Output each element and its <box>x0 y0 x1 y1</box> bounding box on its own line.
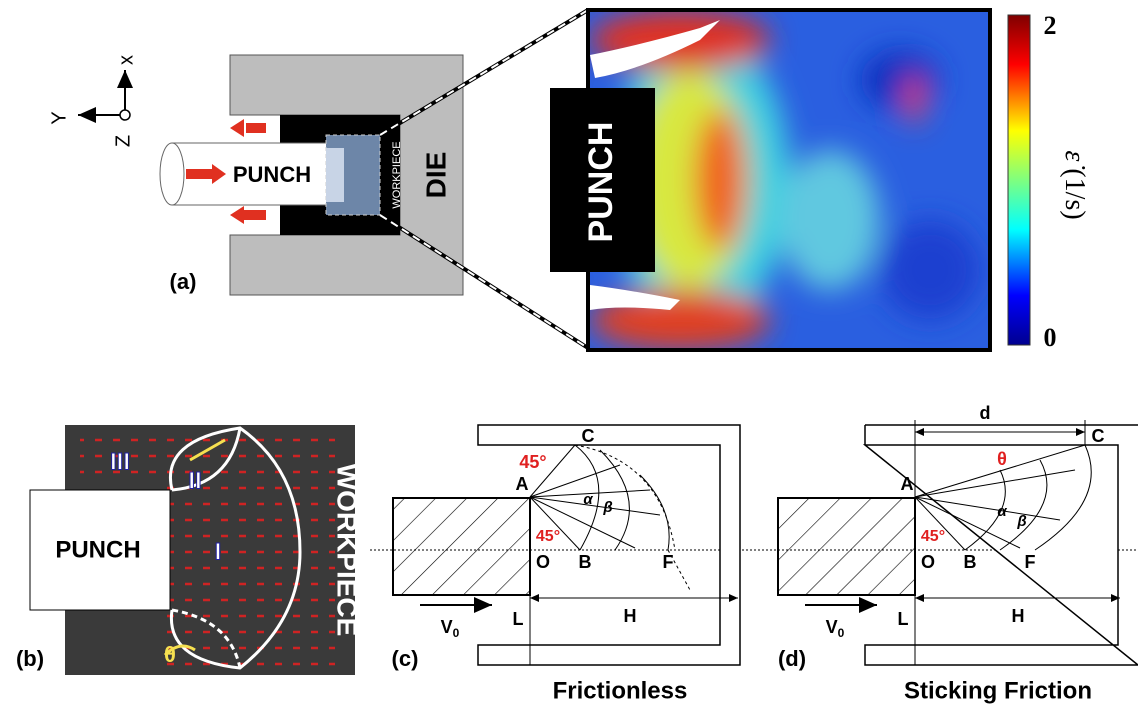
point-label: C <box>582 426 595 446</box>
punch-end <box>160 143 184 205</box>
panel-a: PUNCH WORKPIECE DIE (a) x Y Z <box>48 10 588 348</box>
velocity-label: V0 <box>826 617 845 640</box>
colorbar <box>1008 15 1030 345</box>
point-label: L <box>513 609 524 629</box>
point-label: O <box>536 552 550 572</box>
colorbar-min: 0 <box>1044 323 1057 352</box>
length-label: H <box>1012 606 1025 626</box>
angle-label: θ <box>164 642 176 667</box>
panel-label: (b) <box>16 646 44 671</box>
angle-label: 45° <box>519 452 546 472</box>
velocity-label: V0 <box>441 617 460 640</box>
punch-label: PUNCH <box>233 162 311 187</box>
caption: Sticking Friction <box>904 677 1092 704</box>
axis-x: x <box>115 55 137 65</box>
length-label: H <box>624 606 637 626</box>
point-label: C <box>1092 426 1105 446</box>
point-label: F <box>1025 552 1036 572</box>
point-label: B <box>964 552 977 572</box>
zone-label: II <box>188 467 201 494</box>
colorbar-max: 2 <box>1044 11 1057 40</box>
panel-d: d A C O B F L H θ 45° α β V0 (d) Stickin… <box>778 403 1138 705</box>
panel-label: (d) <box>778 646 806 671</box>
punch <box>393 498 530 595</box>
point-label: L <box>898 609 909 629</box>
map-punch-label: PUNCH <box>582 122 620 243</box>
velocity-subscript: 0 <box>453 626 460 640</box>
colorbar-unit: (1/s) <box>1059 168 1090 219</box>
caption: Frictionless <box>553 677 688 704</box>
width-label: d <box>980 403 991 423</box>
velocity-symbol: V <box>826 617 838 637</box>
axis-y: Y <box>48 111 70 124</box>
point-label: A <box>901 474 914 494</box>
alpha-label: α <box>997 503 1007 520</box>
strain-map: PUNCH 2 0 ε̇ (1/s) <box>550 10 1090 352</box>
zone-label: I <box>215 538 222 565</box>
panel-c: A C O B F L H 45° 45° α β V0 (c) Frictio… <box>392 425 740 704</box>
punch <box>778 498 915 595</box>
point-label: A <box>516 474 529 494</box>
angle-label: 45° <box>536 528 560 545</box>
figure: PUNCH WORKPIECE DIE (a) x Y Z PUNCH 2 0 … <box>0 0 1138 710</box>
panel-b: PUNCH WORKPIECE III II I θ (b) <box>16 425 363 675</box>
alpha-label: α <box>583 491 593 508</box>
die-label: DIE <box>420 152 451 199</box>
zone-label: III <box>110 448 130 475</box>
point-label: O <box>921 552 935 572</box>
velocity-symbol: V <box>441 617 453 637</box>
colorbar-title: ε̇ (1/s) <box>1059 150 1090 219</box>
axis-z: Z <box>112 135 134 147</box>
point-label: F <box>663 552 674 572</box>
angle-label: 45° <box>921 528 945 545</box>
velocity-subscript: 0 <box>838 626 845 640</box>
workpiece-label: WORKPIECE <box>391 141 403 208</box>
angle-label: θ <box>997 449 1007 469</box>
punch-label: PUNCH <box>55 536 140 563</box>
beta-label: β <box>1016 513 1026 530</box>
point-label: B <box>579 552 592 572</box>
workpiece-label: WORKPIECE <box>332 464 363 637</box>
panel-label: (c) <box>392 646 419 671</box>
colorbar-symbol: ε̇ <box>1059 150 1090 169</box>
beta-label: β <box>602 499 612 516</box>
panel-label: (a) <box>170 269 197 294</box>
